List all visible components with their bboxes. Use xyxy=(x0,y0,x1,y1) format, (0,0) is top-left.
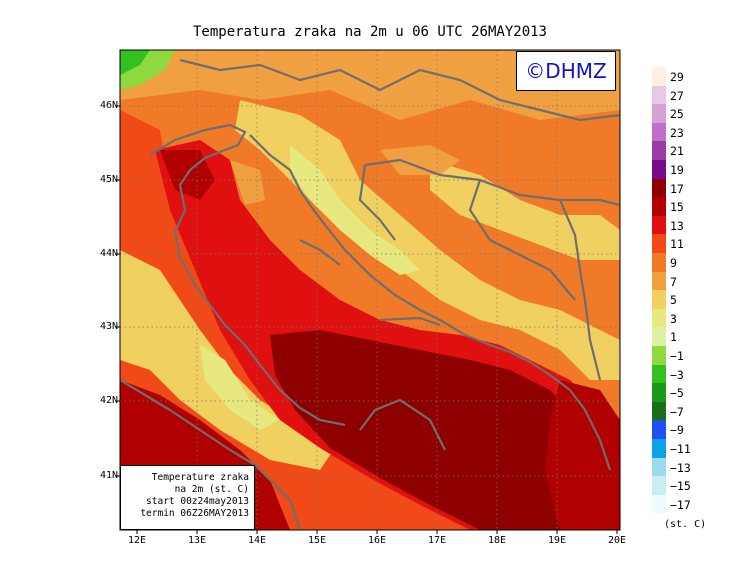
dhmz-logo: ©DHMZ xyxy=(516,51,616,91)
x-tick-label: 20E xyxy=(607,535,627,546)
info-line: Temperature zraka xyxy=(151,472,249,483)
colorbar-swatch xyxy=(652,160,666,179)
colorbar-swatch xyxy=(652,439,666,458)
colorbar-label: −11 xyxy=(670,442,691,456)
colorbar-swatch xyxy=(652,271,666,291)
info-box: Temperature zraka na 2m (st. C) start 00… xyxy=(120,465,255,530)
colorbar-swatch xyxy=(652,457,666,477)
colorbar-swatch xyxy=(652,141,666,160)
coastlines xyxy=(120,58,620,530)
x-tick-label: 14E xyxy=(247,535,267,546)
y-tick-label: 44N xyxy=(99,248,118,259)
x-tick-label: 16E xyxy=(367,535,387,546)
colorbar-swatch xyxy=(652,290,666,309)
colorbar-swatch xyxy=(652,420,666,439)
colorbar-swatch xyxy=(652,401,666,421)
temperature-field xyxy=(120,50,620,530)
x-tick-label: 15E xyxy=(307,535,327,546)
colorbar-label: −9 xyxy=(670,423,684,438)
colorbar-swatch xyxy=(652,364,666,384)
colorbar-label: 13 xyxy=(670,218,684,233)
colorbar-swatch xyxy=(652,494,666,514)
colorbar-label: −3 xyxy=(670,367,684,382)
colorbar-label: −1 xyxy=(670,349,684,363)
colorbar-label: 21 xyxy=(670,144,684,159)
colorbar-swatch xyxy=(652,346,666,365)
colorbar-label: −17 xyxy=(670,497,691,512)
colorbar-label: 15 xyxy=(670,200,684,215)
info-line: termin 06Z26MAY2013 xyxy=(140,508,249,519)
colorbar-label: −5 xyxy=(670,386,684,401)
y-tick-label: 42N xyxy=(99,395,118,406)
colorbar-swatch xyxy=(652,85,666,105)
colorbar-label: 1 xyxy=(670,330,677,345)
map-frame xyxy=(116,49,621,534)
map-title: Temperatura zraka na 2m u 06 UTC 26MAY20… xyxy=(192,24,547,40)
y-tick-label: 41N xyxy=(99,470,118,481)
colorbar-label: 9 xyxy=(670,256,677,270)
colorbar-label: 11 xyxy=(670,237,684,252)
y-tick-label: 43N xyxy=(99,321,118,332)
colorbar-swatch xyxy=(652,178,666,198)
colorbar-swatch xyxy=(652,67,666,86)
colorbar-swatch xyxy=(652,234,666,253)
colorbar-label: 3 xyxy=(670,311,677,326)
colorbar-label: 17 xyxy=(670,181,684,196)
colorbar-swatch xyxy=(652,476,666,495)
info-line: na 2m (st. C) xyxy=(174,484,249,495)
info-line: start 00z24may2013 xyxy=(146,496,249,507)
graticule xyxy=(120,50,620,530)
colorbar-label: −15 xyxy=(670,479,691,494)
colorbar-swatch xyxy=(652,383,666,402)
x-tick-label: 19E xyxy=(547,535,567,546)
colorbar-label: 7 xyxy=(670,274,677,289)
colorbar-label: 25 xyxy=(670,107,684,122)
colorbar-label: −7 xyxy=(670,404,684,419)
x-tick-label: 17E xyxy=(427,535,447,546)
colorbar-swatch xyxy=(652,308,666,328)
colorbar-label: 27 xyxy=(670,88,684,103)
x-tick-label: 12E xyxy=(127,535,147,546)
colorbar-swatch xyxy=(652,122,666,142)
colorbar-label: 29 xyxy=(670,70,684,84)
colorbar-label: −13 xyxy=(670,460,691,475)
colorbar-swatch xyxy=(652,327,666,346)
colorbar-label: 19 xyxy=(670,163,684,177)
colorbar-swatch xyxy=(652,253,666,272)
x-tick-label: 18E xyxy=(487,535,507,546)
colorbar-swatch xyxy=(652,197,666,216)
colorbar-label: 23 xyxy=(670,125,684,140)
x-tick-label: 13E xyxy=(187,535,207,546)
colorbar-unit: (st. C) xyxy=(664,519,707,530)
y-tick-label: 45N xyxy=(99,174,118,185)
colorbar-swatch xyxy=(652,104,666,123)
colorbar-swatch xyxy=(652,215,666,235)
y-tick-label: 46N xyxy=(99,100,118,111)
colorbar-label: 5 xyxy=(670,293,677,308)
